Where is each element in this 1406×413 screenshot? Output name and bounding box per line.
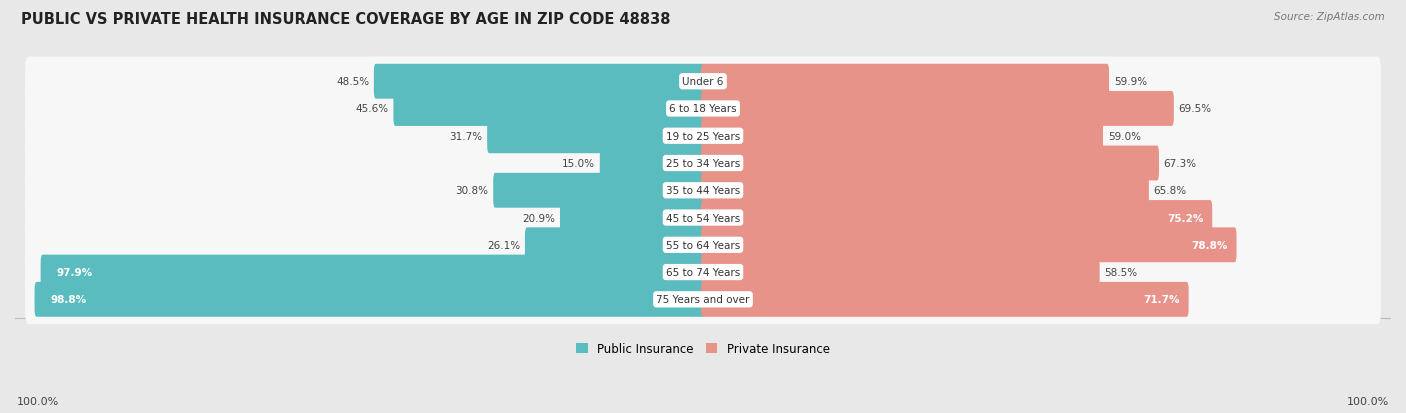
Text: 6 to 18 Years: 6 to 18 Years (669, 104, 737, 114)
Text: 59.9%: 59.9% (1114, 77, 1147, 87)
Text: 75.2%: 75.2% (1167, 213, 1204, 223)
FancyBboxPatch shape (702, 255, 1099, 290)
Text: 58.5%: 58.5% (1104, 268, 1137, 278)
Text: 71.7%: 71.7% (1143, 294, 1180, 305)
Legend: Public Insurance, Private Insurance: Public Insurance, Private Insurance (576, 342, 830, 356)
Text: 59.0%: 59.0% (1108, 131, 1140, 141)
FancyBboxPatch shape (25, 57, 1381, 107)
FancyBboxPatch shape (702, 146, 1159, 181)
FancyBboxPatch shape (486, 119, 704, 154)
Text: 19 to 25 Years: 19 to 25 Years (666, 131, 740, 141)
Text: 15.0%: 15.0% (562, 159, 595, 169)
FancyBboxPatch shape (35, 282, 704, 317)
FancyBboxPatch shape (702, 92, 1174, 127)
FancyBboxPatch shape (25, 193, 1381, 243)
FancyBboxPatch shape (494, 173, 704, 208)
FancyBboxPatch shape (702, 228, 1236, 263)
FancyBboxPatch shape (374, 64, 704, 100)
Text: 97.9%: 97.9% (56, 268, 93, 278)
FancyBboxPatch shape (702, 201, 1212, 235)
Text: 98.8%: 98.8% (51, 294, 86, 305)
FancyBboxPatch shape (702, 173, 1149, 208)
FancyBboxPatch shape (25, 166, 1381, 216)
Text: Under 6: Under 6 (682, 77, 724, 87)
Text: 65 to 74 Years: 65 to 74 Years (666, 268, 740, 278)
Text: 65.8%: 65.8% (1153, 186, 1187, 196)
FancyBboxPatch shape (524, 228, 704, 263)
FancyBboxPatch shape (25, 112, 1381, 161)
FancyBboxPatch shape (702, 64, 1109, 100)
FancyBboxPatch shape (560, 201, 704, 235)
Text: 100.0%: 100.0% (17, 396, 59, 406)
FancyBboxPatch shape (25, 248, 1381, 297)
Text: 69.5%: 69.5% (1178, 104, 1212, 114)
Text: 20.9%: 20.9% (522, 213, 555, 223)
Text: 31.7%: 31.7% (450, 131, 482, 141)
FancyBboxPatch shape (25, 221, 1381, 270)
FancyBboxPatch shape (702, 119, 1102, 154)
Text: 30.8%: 30.8% (456, 186, 488, 196)
FancyBboxPatch shape (25, 275, 1381, 324)
Text: 25 to 34 Years: 25 to 34 Years (666, 159, 740, 169)
Text: 26.1%: 26.1% (486, 240, 520, 250)
Text: 48.5%: 48.5% (336, 77, 370, 87)
FancyBboxPatch shape (394, 92, 704, 127)
Text: 35 to 44 Years: 35 to 44 Years (666, 186, 740, 196)
Text: 55 to 64 Years: 55 to 64 Years (666, 240, 740, 250)
Text: PUBLIC VS PRIVATE HEALTH INSURANCE COVERAGE BY AGE IN ZIP CODE 48838: PUBLIC VS PRIVATE HEALTH INSURANCE COVER… (21, 12, 671, 27)
FancyBboxPatch shape (702, 282, 1188, 317)
FancyBboxPatch shape (25, 85, 1381, 134)
Text: 67.3%: 67.3% (1164, 159, 1197, 169)
Text: 100.0%: 100.0% (1347, 396, 1389, 406)
Text: 78.8%: 78.8% (1191, 240, 1227, 250)
Text: Source: ZipAtlas.com: Source: ZipAtlas.com (1274, 12, 1385, 22)
FancyBboxPatch shape (600, 146, 704, 181)
Text: 75 Years and over: 75 Years and over (657, 294, 749, 305)
Text: 45.6%: 45.6% (356, 104, 388, 114)
FancyBboxPatch shape (41, 255, 704, 290)
FancyBboxPatch shape (25, 139, 1381, 188)
Text: 45 to 54 Years: 45 to 54 Years (666, 213, 740, 223)
